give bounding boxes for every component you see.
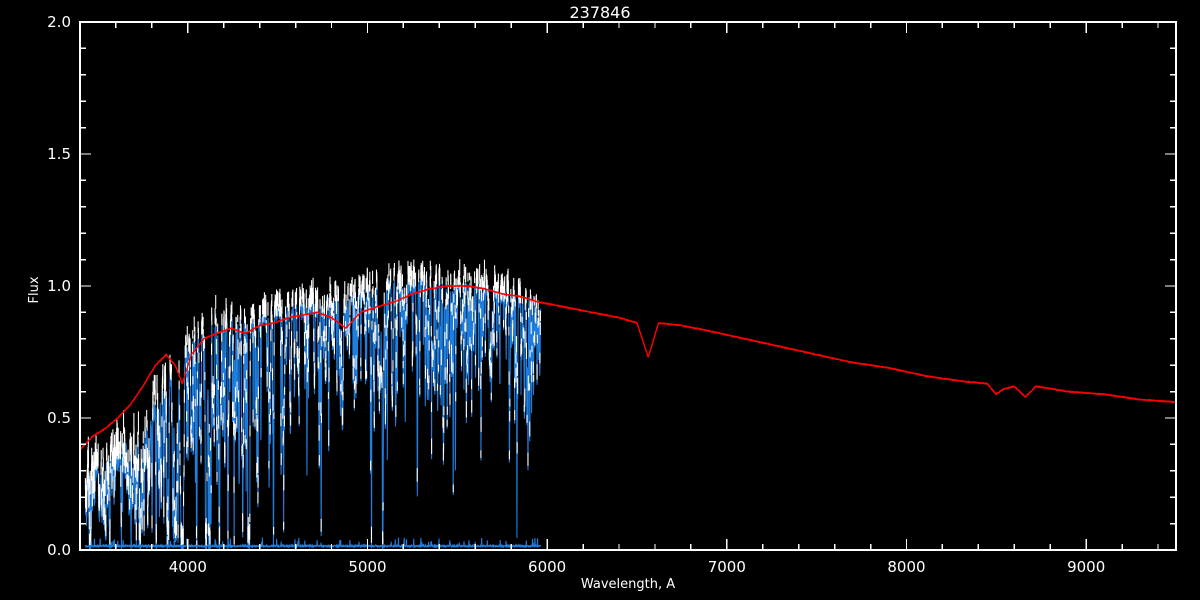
y-axis-title: Flux [27,276,42,303]
error-bar-whiskers [84,259,541,548]
y-tick-label: 1.5 [47,145,71,163]
y-tick-label: 2.0 [47,13,71,31]
x-axis-title: Wavelength, A [581,577,675,592]
x-tick-label: 9000 [1067,558,1105,576]
axes-frame [79,21,1177,551]
noise-spectrum-line [84,536,541,549]
y-tick-label: 0.0 [47,541,71,559]
plot-title: 237846 [569,3,630,22]
x-axis-bottom-ticks [79,539,1159,550]
x-tick-label: 4000 [169,558,207,576]
data-series-layer [79,259,1177,551]
model-spectrum-line-overlay [79,284,1177,451]
y-tick-label: 1.0 [47,277,71,295]
x-tick-label: 6000 [528,558,566,576]
y-tick-label: 0.5 [47,409,71,427]
x-tick-label: 8000 [887,558,925,576]
y-axis-tick-labels: 0.0 0.5 1.0 1.5 2.0 [47,13,71,559]
x-tick-label: 5000 [348,558,386,576]
x-axis-tick-labels: 4000 5000 6000 7000 8000 9000 [169,558,1106,576]
x-tick-label: 7000 [708,558,746,576]
axes-layer: 4000 5000 6000 7000 8000 9000 0.0 0.5 1.0 1.5 2.0 [47,13,1177,576]
